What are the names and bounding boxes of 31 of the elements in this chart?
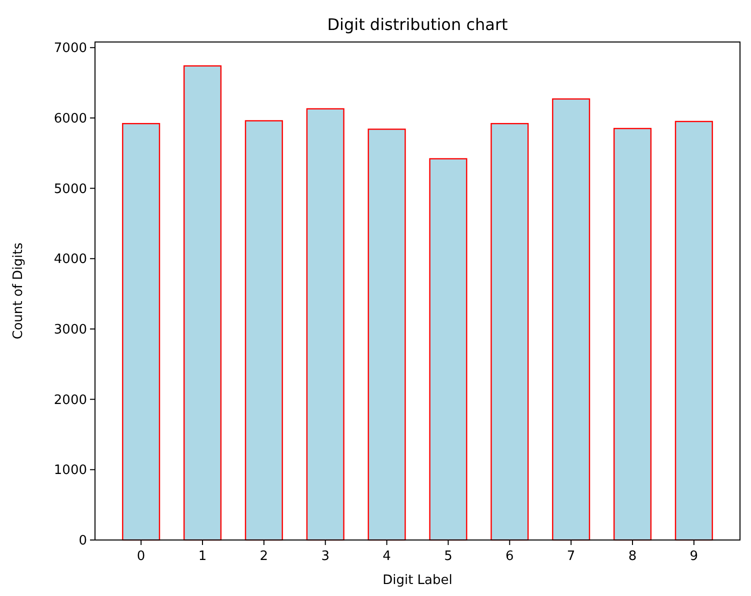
y-tick-label: 2000	[54, 392, 87, 408]
bar	[183, 65, 222, 541]
x-tick-label: 1	[198, 549, 207, 564]
chart-title: Digit distribution chart	[327, 15, 508, 34]
x-tick-label: 0	[136, 549, 146, 564]
bar	[306, 108, 344, 541]
y-tick-label: 6000	[54, 112, 87, 127]
x-tick-label: 8	[628, 549, 637, 564]
x-tick-label: 7	[566, 549, 576, 564]
bar	[429, 158, 468, 541]
x-tick-label: 9	[690, 549, 698, 564]
y-tick-label: 3000	[54, 322, 87, 338]
y-tick-label: 1000	[54, 463, 87, 478]
y-tick-label: 0	[78, 534, 87, 549]
x-tick-label: 4	[382, 549, 391, 564]
y-tick-label: 5000	[54, 182, 87, 197]
bar	[368, 128, 406, 541]
x-tick-label: 6	[506, 549, 514, 564]
bar	[674, 120, 713, 541]
y-axis-title: Count of Digits	[11, 242, 26, 340]
bar	[122, 122, 160, 541]
bar	[552, 98, 590, 541]
x-axis-title: Digit Label	[382, 573, 452, 588]
y-tick-label: 4000	[54, 252, 87, 268]
y-tick-label: 7000	[54, 41, 87, 56]
x-tick-label: 2	[260, 549, 268, 564]
bar	[490, 122, 529, 541]
bar	[244, 120, 283, 541]
x-tick-label: 3	[321, 549, 330, 564]
bar	[613, 128, 652, 541]
x-tick-label: 5	[444, 549, 452, 564]
